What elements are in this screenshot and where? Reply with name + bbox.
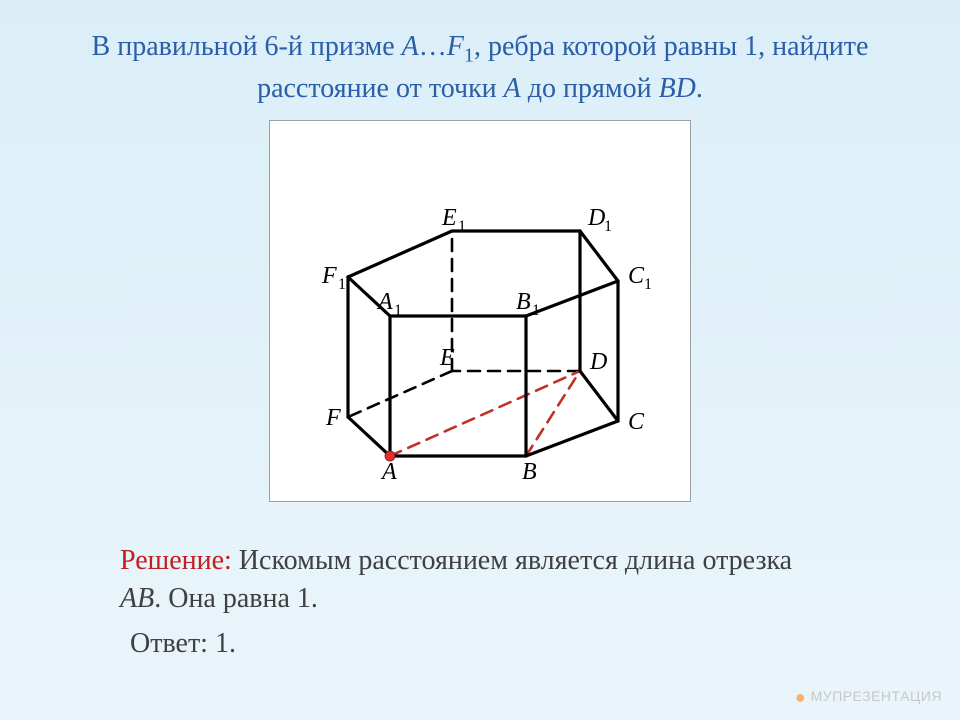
svg-text:1: 1 bbox=[532, 302, 540, 319]
solution-label: Решение: bbox=[120, 545, 232, 576]
prism-diagram: ABCDEFA1B1C1D1E1F1 bbox=[270, 121, 690, 501]
problem-sym-f: F bbox=[447, 31, 464, 62]
svg-text:F: F bbox=[321, 263, 337, 289]
solution-body-pre: Искомым расстоянием является длина отрез… bbox=[232, 545, 792, 576]
solution-sym-ab: AB bbox=[120, 583, 154, 614]
problem-text: В правильной 6-й призме bbox=[92, 31, 402, 62]
svg-text:F: F bbox=[325, 405, 341, 431]
svg-text:A: A bbox=[376, 289, 393, 315]
svg-text:D: D bbox=[589, 349, 607, 375]
problem-end: . bbox=[696, 73, 703, 104]
problem-statement: В правильной 6-й призме A…F1, ребра кото… bbox=[40, 28, 920, 108]
figure-container: ABCDEFA1B1C1D1E1F1 bbox=[269, 120, 691, 502]
svg-text:1: 1 bbox=[458, 218, 466, 235]
svg-text:E: E bbox=[439, 345, 455, 371]
problem-sub-1: 1 bbox=[464, 45, 474, 67]
problem-ellipsis: … bbox=[419, 31, 447, 62]
svg-text:E: E bbox=[441, 205, 457, 231]
slide: В правильной 6-й призме A…F1, ребра кото… bbox=[0, 0, 960, 720]
svg-text:1: 1 bbox=[394, 302, 402, 319]
svg-text:C: C bbox=[628, 263, 645, 289]
watermark-dot-icon: ● bbox=[795, 687, 806, 707]
solution-block: Решение: Искомым расстоянием является дл… bbox=[120, 542, 840, 618]
problem-sym-bd: BD bbox=[659, 73, 696, 104]
problem-mid2: до прямой bbox=[521, 73, 659, 104]
problem-sym-a2: A bbox=[504, 73, 521, 104]
solution-body-post: . Она равна 1. bbox=[154, 583, 318, 614]
watermark-text: МУПРЕЗЕНТАЦИЯ bbox=[811, 688, 942, 704]
svg-text:1: 1 bbox=[338, 276, 346, 293]
svg-text:1: 1 bbox=[644, 276, 652, 293]
answer-text: Ответ: 1. bbox=[130, 628, 236, 660]
problem-sym-a: A bbox=[402, 31, 419, 62]
watermark: ● МУПРЕЗЕНТАЦИЯ bbox=[795, 687, 942, 708]
svg-text:1: 1 bbox=[604, 218, 612, 235]
svg-text:A: A bbox=[380, 459, 397, 485]
svg-text:D: D bbox=[587, 205, 605, 231]
svg-text:B: B bbox=[516, 289, 531, 315]
svg-text:C: C bbox=[628, 409, 645, 435]
svg-text:B: B bbox=[522, 459, 537, 485]
